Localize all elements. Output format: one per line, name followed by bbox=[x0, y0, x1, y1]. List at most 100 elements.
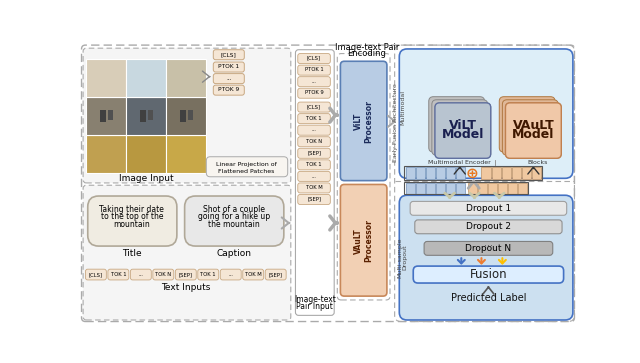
Text: Early Fusion Architecture: Early Fusion Architecture bbox=[393, 83, 398, 162]
FancyBboxPatch shape bbox=[206, 157, 288, 177]
Text: Multimodal: Multimodal bbox=[400, 90, 405, 125]
Bar bbox=[415, 167, 425, 179]
Text: VAuLT
Processor: VAuLT Processor bbox=[354, 219, 373, 262]
Bar bbox=[404, 166, 542, 180]
Bar bbox=[446, 183, 455, 194]
Bar bbox=[166, 59, 206, 97]
Bar bbox=[100, 110, 106, 122]
Bar bbox=[86, 135, 126, 173]
Bar bbox=[508, 183, 517, 194]
Text: Predicted Label: Predicted Label bbox=[451, 293, 526, 303]
FancyBboxPatch shape bbox=[298, 125, 330, 135]
Bar bbox=[126, 135, 166, 173]
Text: [CLS]: [CLS] bbox=[307, 56, 321, 61]
FancyBboxPatch shape bbox=[413, 266, 564, 283]
Bar bbox=[126, 97, 166, 135]
Text: PTOK 1: PTOK 1 bbox=[305, 67, 323, 72]
Text: ...: ... bbox=[228, 272, 233, 277]
FancyBboxPatch shape bbox=[502, 100, 558, 155]
FancyBboxPatch shape bbox=[399, 195, 573, 320]
Text: ViLT
Processor: ViLT Processor bbox=[354, 100, 373, 143]
FancyBboxPatch shape bbox=[429, 97, 484, 152]
Text: ...: ... bbox=[312, 174, 317, 179]
FancyBboxPatch shape bbox=[184, 196, 284, 246]
Bar bbox=[426, 183, 435, 194]
Text: [CLS]: [CLS] bbox=[307, 104, 321, 109]
Text: Dropout N: Dropout N bbox=[465, 244, 511, 253]
FancyBboxPatch shape bbox=[83, 185, 291, 320]
Text: TOK M: TOK M bbox=[245, 272, 262, 277]
Text: Flattened Patches: Flattened Patches bbox=[218, 169, 275, 174]
Bar bbox=[126, 59, 166, 97]
Text: PTOK 9: PTOK 9 bbox=[218, 87, 239, 92]
Bar bbox=[188, 110, 193, 120]
FancyBboxPatch shape bbox=[399, 49, 573, 178]
Text: [SEP]: [SEP] bbox=[307, 150, 321, 155]
Text: VAuLT: VAuLT bbox=[513, 119, 554, 132]
Bar bbox=[456, 183, 465, 194]
FancyBboxPatch shape bbox=[415, 220, 562, 234]
Text: TOK N: TOK N bbox=[156, 272, 172, 277]
Bar bbox=[481, 167, 491, 179]
FancyBboxPatch shape bbox=[298, 102, 330, 112]
Bar bbox=[404, 182, 528, 195]
FancyBboxPatch shape bbox=[108, 269, 129, 280]
Text: the mountain: the mountain bbox=[209, 220, 260, 229]
FancyBboxPatch shape bbox=[298, 114, 330, 124]
FancyBboxPatch shape bbox=[81, 45, 575, 322]
Bar bbox=[86, 59, 126, 97]
Bar bbox=[140, 110, 147, 122]
Text: Image-text Pair: Image-text Pair bbox=[335, 43, 399, 52]
Text: Title: Title bbox=[122, 249, 141, 258]
Text: Multi-sample
Dropout: Multi-sample Dropout bbox=[397, 237, 408, 278]
Text: [SEP]: [SEP] bbox=[269, 272, 283, 277]
FancyBboxPatch shape bbox=[243, 269, 264, 280]
FancyBboxPatch shape bbox=[198, 269, 219, 280]
Text: Image-text: Image-text bbox=[294, 295, 336, 305]
Text: Caption: Caption bbox=[217, 249, 252, 258]
Bar bbox=[166, 135, 206, 173]
Bar bbox=[518, 183, 527, 194]
Text: [SEP]: [SEP] bbox=[307, 197, 321, 201]
FancyBboxPatch shape bbox=[298, 88, 330, 98]
FancyBboxPatch shape bbox=[298, 171, 330, 182]
Bar bbox=[180, 110, 186, 122]
Text: TOK 1: TOK 1 bbox=[306, 162, 322, 167]
Text: Pair Input: Pair Input bbox=[296, 302, 333, 311]
FancyBboxPatch shape bbox=[432, 100, 488, 155]
FancyBboxPatch shape bbox=[340, 61, 387, 181]
Text: TOK 1: TOK 1 bbox=[200, 272, 216, 277]
FancyBboxPatch shape bbox=[296, 50, 334, 315]
FancyBboxPatch shape bbox=[83, 48, 291, 183]
Bar bbox=[426, 167, 435, 179]
Bar bbox=[406, 183, 415, 194]
FancyBboxPatch shape bbox=[499, 97, 555, 152]
FancyBboxPatch shape bbox=[220, 269, 241, 280]
Bar bbox=[108, 110, 113, 120]
Text: PTOK 1: PTOK 1 bbox=[218, 64, 239, 69]
FancyBboxPatch shape bbox=[435, 103, 491, 158]
FancyBboxPatch shape bbox=[213, 85, 244, 95]
FancyBboxPatch shape bbox=[435, 103, 491, 158]
Bar bbox=[467, 183, 477, 194]
FancyBboxPatch shape bbox=[85, 269, 106, 280]
Bar bbox=[86, 97, 126, 135]
Text: Multimodal Encoder: Multimodal Encoder bbox=[428, 160, 491, 166]
Text: ...: ... bbox=[226, 76, 232, 81]
Text: PTOK 9: PTOK 9 bbox=[305, 90, 323, 95]
Bar bbox=[502, 167, 511, 179]
Text: TOK M: TOK M bbox=[306, 185, 323, 190]
FancyBboxPatch shape bbox=[337, 54, 390, 300]
FancyBboxPatch shape bbox=[88, 196, 177, 246]
Text: Dropout 2: Dropout 2 bbox=[466, 222, 511, 231]
Text: Shot of a couple: Shot of a couple bbox=[204, 205, 265, 213]
Bar bbox=[436, 183, 445, 194]
FancyBboxPatch shape bbox=[506, 103, 561, 158]
Bar bbox=[436, 167, 445, 179]
FancyBboxPatch shape bbox=[298, 65, 330, 75]
Text: TOK 1: TOK 1 bbox=[306, 116, 322, 121]
FancyBboxPatch shape bbox=[410, 201, 566, 215]
Bar bbox=[492, 167, 501, 179]
Text: Encoding: Encoding bbox=[348, 49, 386, 58]
Text: [SEP]: [SEP] bbox=[179, 272, 193, 277]
